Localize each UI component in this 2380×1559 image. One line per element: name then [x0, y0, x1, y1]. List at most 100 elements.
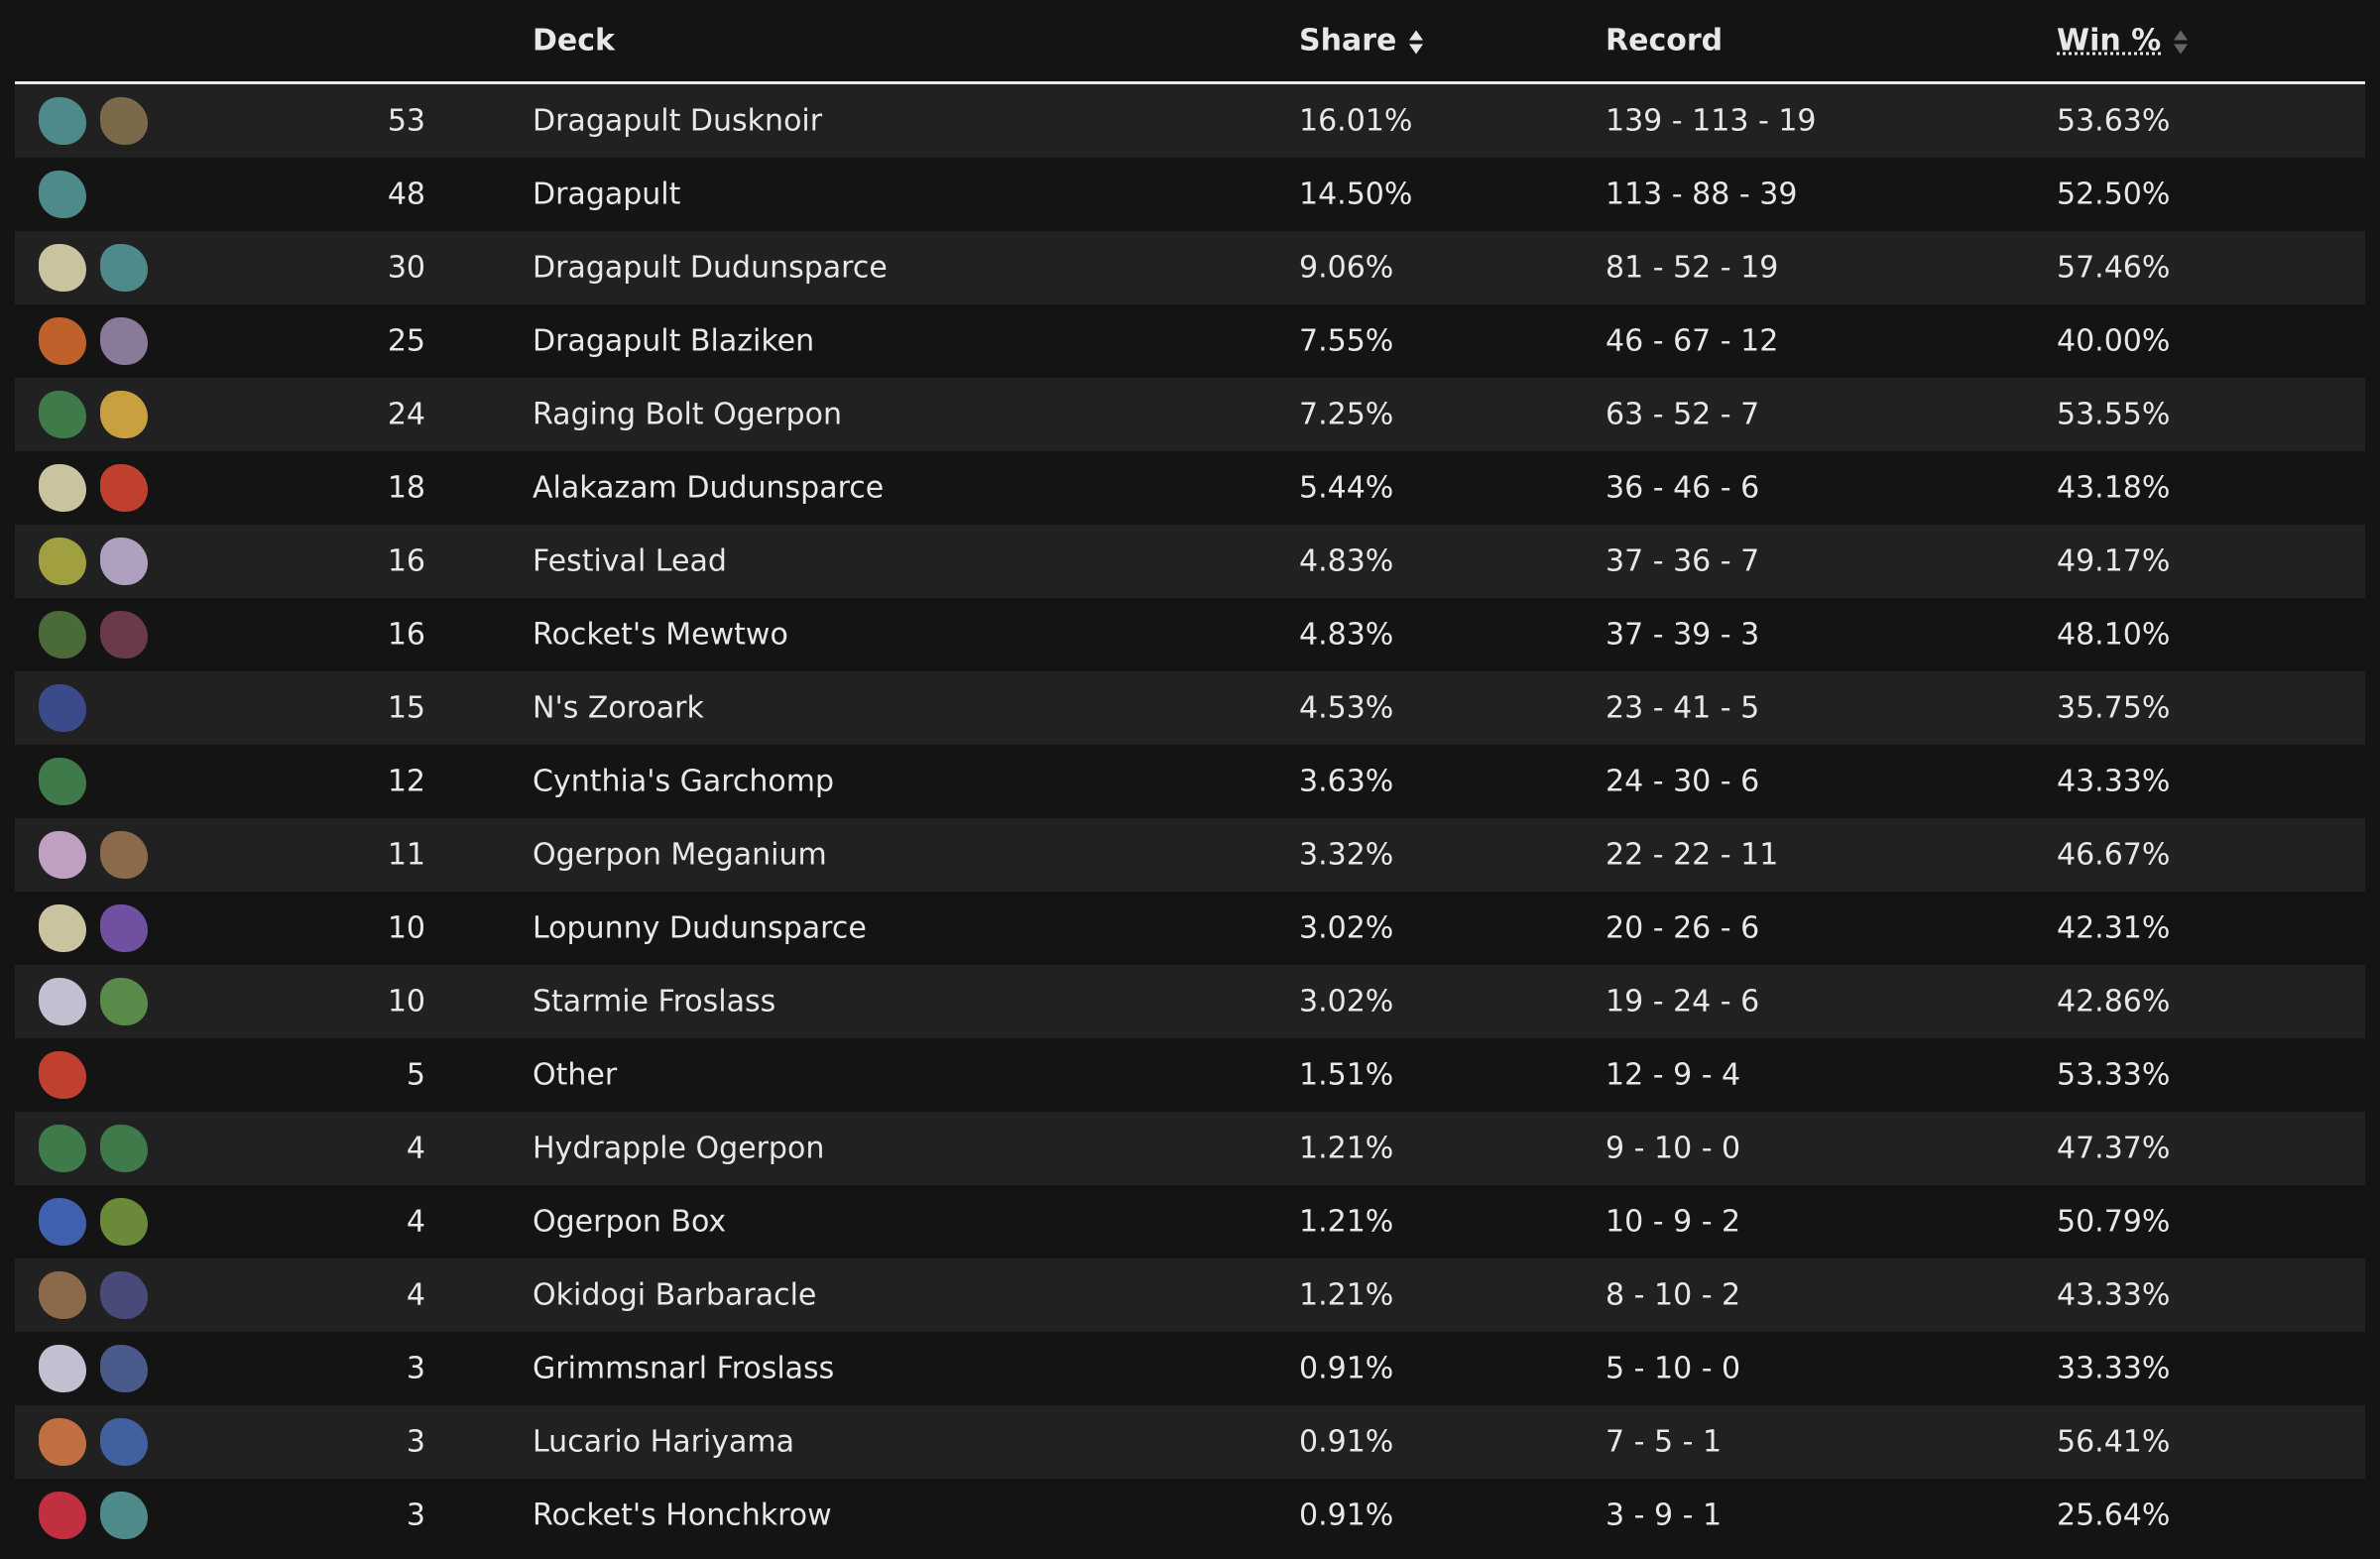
table-row[interactable]: 4 Okidogi Barbaracle 1.21% 8 - 10 - 2 43.33% — [15, 1259, 2365, 1332]
deck-name: Cynthia's Garchomp — [533, 764, 835, 799]
table-row[interactable]: 16 Rocket's Mewtwo 4.83% 37 - 39 - 3 48.10% — [15, 598, 2365, 671]
win-rate: 43.33% — [2057, 764, 2171, 799]
win-rate: 50.79% — [2057, 1204, 2171, 1240]
pokemon-sprite — [39, 171, 86, 218]
pokemon-sprite — [39, 464, 86, 512]
table-row[interactable]: 18 Alakazam Dudunsparce 5.44% 36 - 46 - 6 43… — [15, 451, 2365, 525]
deck-name: Dragapult Dusknoir — [533, 103, 823, 139]
pokemon-sprite — [39, 538, 86, 585]
player-count: 3 — [406, 1424, 425, 1460]
deck-icons — [39, 758, 86, 805]
player-count: 18 — [387, 470, 425, 506]
player-count: 16 — [387, 543, 425, 579]
deck-icons — [39, 611, 148, 659]
player-count: 5 — [406, 1057, 425, 1093]
deck-icons — [39, 391, 148, 438]
table-row[interactable]: 3 Rocket's Honchkrow 0.91% 3 - 9 - 1 25.64% — [15, 1479, 2365, 1552]
deck-icons — [39, 684, 86, 732]
share: 5.44% — [1299, 470, 1394, 506]
table-row[interactable]: 24 Raging Bolt Ogerpon 7.25% 63 - 52 - 7 53.… — [15, 378, 2365, 451]
deck-name: Rocket's Honchkrow — [533, 1498, 832, 1533]
win-rate: 43.33% — [2057, 1277, 2171, 1313]
column-header[interactable]: Share — [1299, 24, 1424, 59]
pokemon-sprite — [100, 904, 148, 952]
player-count: 3 — [406, 1351, 425, 1386]
table-row[interactable]: 11 Ogerpon Meganium 3.32% 22 - 22 - 11 46.67… — [15, 818, 2365, 892]
record: 22 - 22 - 11 — [1606, 837, 1779, 873]
table-row[interactable]: 4 Ogerpon Box 1.21% 10 - 9 - 2 50.79% — [15, 1185, 2365, 1259]
win-rate: 40.00% — [2057, 323, 2171, 359]
share: 14.50% — [1299, 177, 1413, 212]
player-count: 4 — [406, 1204, 425, 1240]
pokemon-sprite — [100, 1271, 148, 1319]
deck-name: Okidogi Barbaracle — [533, 1277, 817, 1313]
table-row[interactable]: 10 Lopunny Dudunsparce 3.02% 20 - 26 - 6 42.… — [15, 892, 2365, 965]
deck-icons — [39, 244, 148, 292]
table-row[interactable]: 3 Grimmsnarl Froslass 0.91% 5 - 10 - 0 33.33… — [15, 1332, 2365, 1405]
column-header[interactable]: Win % — [2057, 24, 2189, 59]
record: 81 - 52 - 19 — [1606, 250, 1779, 286]
pokemon-sprite — [100, 978, 148, 1025]
record: 9 - 10 - 0 — [1606, 1131, 1741, 1166]
pokemon-sprite — [39, 391, 86, 438]
win-rate: 53.33% — [2057, 1057, 2171, 1093]
player-count: 11 — [387, 837, 425, 873]
deck-icons — [39, 831, 148, 879]
pokemon-sprite — [100, 1345, 148, 1392]
deck-icons — [39, 1418, 148, 1466]
sort-icon — [2174, 30, 2189, 54]
deck-icons — [39, 171, 86, 218]
table-row[interactable]: 53 Dragapult Dusknoir 16.01% 139 - 113 - 19… — [15, 84, 2365, 158]
win-rate: 57.46% — [2057, 250, 2171, 286]
share: 1.21% — [1299, 1131, 1394, 1166]
table-row[interactable]: 10 Starmie Froslass 3.02% 19 - 24 - 6 42.86% — [15, 965, 2365, 1038]
record: 23 - 41 - 5 — [1606, 690, 1760, 726]
deck-table: Deck Share Record Win % 53 Dragapult Dusk… — [15, 0, 2365, 1552]
deck-name: Rocket's Mewtwo — [533, 617, 788, 653]
win-rate: 42.86% — [2057, 984, 2171, 1019]
pokemon-sprite — [100, 831, 148, 879]
pokemon-sprite — [100, 1198, 148, 1246]
record: 19 - 24 - 6 — [1606, 984, 1760, 1019]
column-header[interactable]: Deck — [533, 23, 615, 59]
win-rate: 48.10% — [2057, 617, 2171, 653]
pokemon-sprite — [39, 831, 86, 879]
table-row[interactable]: 30 Dragapult Dudunsparce 9.06% 81 - 52 - 19… — [15, 231, 2365, 304]
table-row[interactable]: 48 Dragapult 14.50% 113 - 88 - 39 52.50% — [15, 158, 2365, 231]
share: 0.91% — [1299, 1498, 1394, 1533]
player-count: 15 — [387, 690, 425, 726]
win-rate: 52.50% — [2057, 177, 2171, 212]
share: 4.83% — [1299, 543, 1394, 579]
table-body: 53 Dragapult Dusknoir 16.01% 139 - 113 - 19… — [15, 84, 2365, 1552]
share: 1.21% — [1299, 1204, 1394, 1240]
deck-name: Dragapult Blaziken — [533, 323, 815, 359]
table-row[interactable]: 16 Festival Lead 4.83% 37 - 36 - 7 49.17% — [15, 525, 2365, 598]
record: 37 - 39 - 3 — [1606, 617, 1760, 653]
column-header[interactable]: Record — [1606, 23, 1724, 59]
share: 3.32% — [1299, 837, 1394, 873]
win-rate: 49.17% — [2057, 543, 2171, 579]
record: 36 - 46 - 6 — [1606, 470, 1760, 506]
deck-name: Lucario Hariyama — [533, 1424, 794, 1460]
table-row[interactable]: 3 Lucario Hariyama 0.91% 7 - 5 - 1 56.41% — [15, 1405, 2365, 1479]
player-count: 12 — [387, 764, 425, 799]
deck-icons — [39, 464, 148, 512]
table-row[interactable]: 25 Dragapult Blaziken 7.55% 46 - 67 - 12 40.… — [15, 304, 2365, 378]
table-row[interactable]: 15 N's Zoroark 4.53% 23 - 41 - 5 35.75% — [15, 671, 2365, 745]
record: 24 - 30 - 6 — [1606, 764, 1760, 799]
table-row[interactable]: 12 Cynthia's Garchomp 3.63% 24 - 30 - 6 43.3… — [15, 745, 2365, 818]
table-header: Deck Share Record Win % — [15, 0, 2365, 84]
record: 3 - 9 - 1 — [1606, 1498, 1723, 1533]
share: 0.91% — [1299, 1351, 1394, 1386]
record: 37 - 36 - 7 — [1606, 543, 1760, 579]
win-rate: 53.63% — [2057, 103, 2171, 139]
pokemon-sprite — [100, 1418, 148, 1466]
deck-name: N's Zoroark — [533, 690, 704, 726]
table-row[interactable]: 4 Hydrapple Ogerpon 1.21% 9 - 10 - 0 47.37% — [15, 1112, 2365, 1185]
pokemon-sprite — [39, 1198, 86, 1246]
pokemon-sprite — [39, 1271, 86, 1319]
pokemon-sprite — [39, 244, 86, 292]
table-row[interactable]: 5 Other 1.51% 12 - 9 - 4 53.33% — [15, 1038, 2365, 1112]
deck-name: Dragapult — [533, 177, 681, 212]
pokemon-sprite — [39, 1492, 86, 1539]
